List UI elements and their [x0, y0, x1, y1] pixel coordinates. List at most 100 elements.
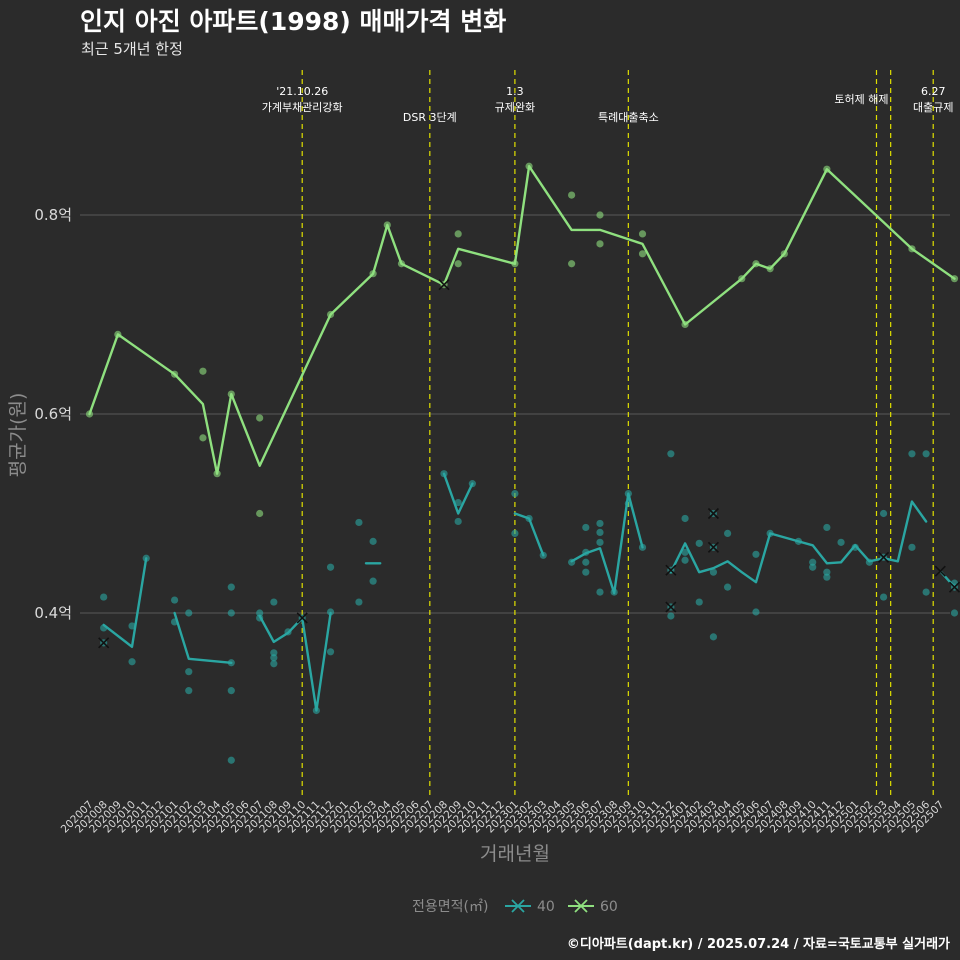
- legend-label: 60: [600, 899, 618, 915]
- source-caption: ©디아파트(dapt.kr) / 2025.07.24 / 자료=국토교통부 실…: [566, 937, 950, 952]
- data-point: [823, 523, 831, 532]
- data-point: [256, 609, 264, 617]
- data-point: [170, 596, 179, 604]
- cross-marker: [707, 541, 719, 553]
- series-40: [98, 450, 960, 764]
- legend-title: 전용면적(㎡): [412, 899, 488, 915]
- data-point: [596, 538, 604, 546]
- data-point: [568, 191, 576, 199]
- data-point: [511, 490, 519, 498]
- cross-marker: [98, 637, 110, 649]
- data-point: [185, 668, 193, 676]
- data-point: [270, 654, 278, 662]
- data-point: [185, 609, 193, 617]
- data-point: [667, 612, 675, 620]
- data-point: [582, 558, 590, 566]
- data-point: [596, 211, 604, 219]
- cross-marker: [878, 551, 890, 563]
- data-point: [100, 593, 108, 601]
- data-point: [270, 598, 278, 606]
- chart-title: 인지 아진 아파트(1998) 매매가격 변화: [80, 7, 507, 36]
- data-point: [809, 558, 817, 566]
- data-point: [199, 434, 207, 442]
- data-point: [128, 622, 136, 630]
- data-point: [582, 523, 590, 532]
- data-point: [638, 250, 647, 258]
- event-label: 토허제 해제: [834, 92, 888, 106]
- data-point: [185, 687, 193, 695]
- data-point: [724, 529, 732, 538]
- y-axis-title: 평균가(원): [7, 393, 29, 478]
- event-label: 대출규제: [913, 101, 953, 114]
- event-label: 6.27: [921, 85, 946, 98]
- data-point: [369, 577, 377, 585]
- data-point: [454, 230, 462, 238]
- chart-subtitle: 최근 5개년 한정: [81, 40, 183, 58]
- data-point: [454, 498, 462, 507]
- cross-marker: [707, 507, 719, 520]
- data-point: [256, 509, 264, 518]
- data-point: [908, 543, 916, 551]
- data-point: [922, 588, 930, 596]
- legend-label: 40: [537, 899, 555, 915]
- cross-marker: [948, 581, 960, 593]
- data-point: [809, 563, 817, 571]
- data-point: [227, 609, 235, 617]
- data-point: [922, 450, 930, 458]
- data-point: [256, 414, 264, 422]
- data-point: [596, 528, 604, 537]
- event-label: 특례대출축소: [598, 111, 659, 124]
- series-line: [442, 472, 474, 515]
- data-point: [355, 598, 363, 606]
- data-point: [709, 633, 718, 641]
- data-point: [199, 367, 207, 375]
- legend-key-cross: [574, 899, 588, 913]
- data-point: [879, 509, 888, 518]
- event-label: DSR 3단계: [403, 111, 457, 124]
- data-point: [270, 649, 278, 657]
- data-point: [596, 588, 604, 596]
- x-axis-title: 거래년월: [480, 843, 550, 865]
- data-point: [752, 608, 760, 616]
- event-label: 가계부채관리강화: [262, 101, 343, 114]
- data-point: [227, 756, 235, 764]
- data-point: [454, 260, 462, 268]
- data-point: [369, 537, 377, 545]
- data-point: [511, 529, 519, 538]
- data-point: [950, 609, 959, 617]
- data-point: [326, 648, 335, 656]
- event-label: 1.3: [506, 85, 524, 98]
- cross-marker: [296, 612, 308, 624]
- data-point: [837, 538, 845, 546]
- event-label: 규제완화: [495, 101, 535, 114]
- data-point: [596, 519, 604, 528]
- data-point: [227, 583, 235, 591]
- series-line: [513, 512, 545, 557]
- data-point: [681, 548, 689, 556]
- data-point: [724, 583, 732, 591]
- data-point: [596, 240, 604, 248]
- series-line: [669, 500, 928, 584]
- legend-key-cross: [511, 899, 525, 913]
- data-point: [667, 450, 675, 458]
- data-point: [879, 593, 888, 601]
- cross-marker: [665, 601, 677, 613]
- data-point: [908, 450, 916, 458]
- data-point: [355, 518, 363, 527]
- data-point: [695, 598, 703, 606]
- series-line: [258, 611, 332, 712]
- cross-marker: [438, 279, 450, 291]
- axis-layer: 0.4억0.6억0.8억2020072020082020092020102020…: [34, 206, 946, 835]
- series-60: [85, 162, 959, 518]
- data-point: [709, 568, 718, 576]
- series-line: [570, 492, 644, 595]
- event-label: '21.10.26: [276, 85, 328, 98]
- legend: 전용면적(㎡) 40 60: [412, 899, 618, 915]
- data-point: [681, 556, 689, 564]
- data-point: [695, 539, 703, 547]
- data-point: [823, 573, 831, 581]
- data-point: [568, 260, 576, 268]
- data-point: [270, 660, 278, 668]
